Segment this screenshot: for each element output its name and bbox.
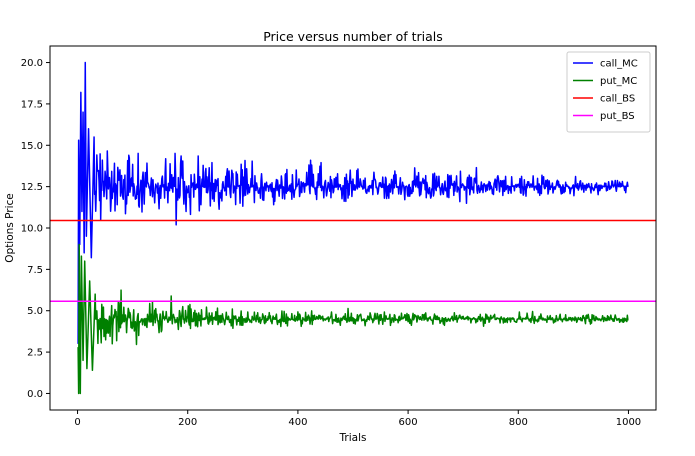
series-layer	[50, 61, 656, 395]
x-tick-label: 800	[509, 417, 528, 428]
y-tick-label: 20.0	[21, 58, 43, 69]
x-tick-label: 0	[74, 417, 80, 428]
legend-label-call-bs: call_BS	[600, 94, 635, 105]
y-tick-label: 5.0	[27, 306, 43, 317]
legend-label-put-bs: put_BS	[600, 111, 635, 122]
plot-area	[49, 45, 657, 411]
x-tick-label: 400	[288, 417, 307, 428]
y-tick-label: 10.0	[21, 224, 43, 235]
y-tick-label: 0.0	[27, 389, 43, 400]
y-tick-label: 7.5	[27, 265, 43, 276]
x-axis: 0 200 400 600 800 1000	[74, 410, 641, 428]
x-tick-label: 1000	[616, 417, 641, 428]
series-call-mc-line	[77, 61, 629, 344]
legend-label-put-mc: put_MC	[600, 76, 637, 87]
chart-title: Price versus number of trials	[263, 29, 443, 44]
legend: call_MC put_MC call_BS put_BS	[566, 51, 651, 133]
x-tick-label: 600	[399, 417, 418, 428]
x-tick-label: 200	[178, 417, 197, 428]
legend-box	[566, 51, 651, 133]
x-axis-label: Trials	[339, 432, 367, 444]
y-axis: 0.0 2.5 5.0 7.5 10.0 12.5 15.0 17.5 20.0	[21, 58, 50, 400]
y-tick-label: 12.5	[21, 182, 43, 193]
y-tick-label: 2.5	[27, 348, 43, 359]
series-put-mc-line	[77, 243, 629, 395]
y-axis-label: Options Price	[4, 193, 16, 262]
legend-label-call-mc: call_MC	[600, 59, 638, 70]
y-tick-label: 17.5	[21, 99, 43, 110]
y-tick-label: 15.0	[21, 141, 43, 152]
